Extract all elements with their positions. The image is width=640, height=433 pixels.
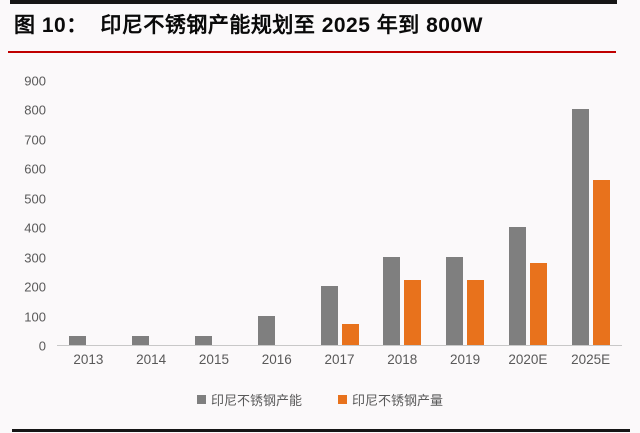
y-axis-label: 900 [24, 73, 46, 89]
title-underline [8, 51, 616, 53]
legend-item: 印尼不锈钢产量 [338, 390, 443, 409]
bar-2013 [69, 336, 87, 345]
bar-2019 [467, 280, 485, 345]
y-axis-label: 100 [24, 309, 46, 325]
bar-2015 [194, 336, 212, 345]
bar-group-2018 [371, 81, 434, 345]
x-axis-label: 2013 [73, 352, 104, 367]
x-axis-label: 2025E [571, 352, 611, 367]
bar-2020E [529, 262, 547, 345]
y-axis-label: 0 [38, 338, 46, 354]
bar-group-2014 [120, 81, 183, 345]
bar-group-2013 [57, 81, 120, 345]
bar-group-2015 [183, 81, 246, 345]
bar-group-2020E [496, 81, 559, 345]
bar-2017 [341, 324, 359, 345]
legend-swatch [196, 395, 206, 404]
x-axis: 2013 2014 2015 2016 2017 2018 2019 2020E 2025E [57, 352, 622, 367]
x-axis-label: 2018 [387, 352, 418, 367]
bar-chart: 0 100 200 300 400 500 600 700 800 900 2013 2014 201… [0, 60, 640, 410]
bottom-divider [12, 429, 630, 432]
bar-group-2017 [308, 81, 371, 345]
bar-2018 [383, 256, 401, 345]
bar-2025E [571, 109, 589, 345]
y-axis-label: 400 [24, 220, 46, 236]
x-axis-label: 2014 [136, 352, 167, 367]
bar-group-2016 [245, 81, 308, 345]
x-axis-label: 2019 [450, 352, 481, 367]
x-axis-label: 2015 [198, 352, 229, 367]
bar-2019 [446, 256, 464, 345]
chart-legend: 印尼不锈钢产能 印尼不锈钢产量 [0, 390, 640, 409]
bar-2025E [592, 180, 610, 345]
y-axis-label: 300 [24, 250, 46, 266]
y-axis-label: 800 [24, 102, 46, 118]
y-axis-label: 700 [24, 132, 46, 148]
y-axis: 0 100 200 300 400 500 600 700 800 900 [0, 74, 46, 354]
bar-groups [57, 81, 622, 345]
bar-2017 [320, 286, 338, 345]
bar-group-2019 [434, 81, 497, 345]
bar-2016 [257, 315, 275, 345]
y-axis-label: 500 [24, 191, 46, 207]
x-axis-label: 2017 [324, 352, 355, 367]
x-axis-label: 2016 [261, 352, 292, 367]
bar-2020E [508, 227, 526, 345]
figure-title: 图 10： 印尼不锈钢产能规划至 2025 年到 800W [14, 14, 483, 37]
bar-2018 [404, 280, 422, 345]
legend-swatch [338, 395, 347, 404]
y-axis-label: 200 [24, 279, 46, 295]
x-axis-label: 2020E [508, 352, 548, 367]
legend-label: 印尼不锈钢产能 [210, 393, 302, 408]
bar-group-2025E [559, 81, 622, 345]
y-axis-label: 600 [24, 161, 46, 177]
top-divider [10, 0, 617, 4]
bar-2014 [132, 336, 150, 345]
legend-item: 印尼不锈钢产能 [196, 390, 302, 409]
legend-label: 印尼不锈钢产量 [352, 393, 444, 408]
plot-area [57, 81, 622, 346]
